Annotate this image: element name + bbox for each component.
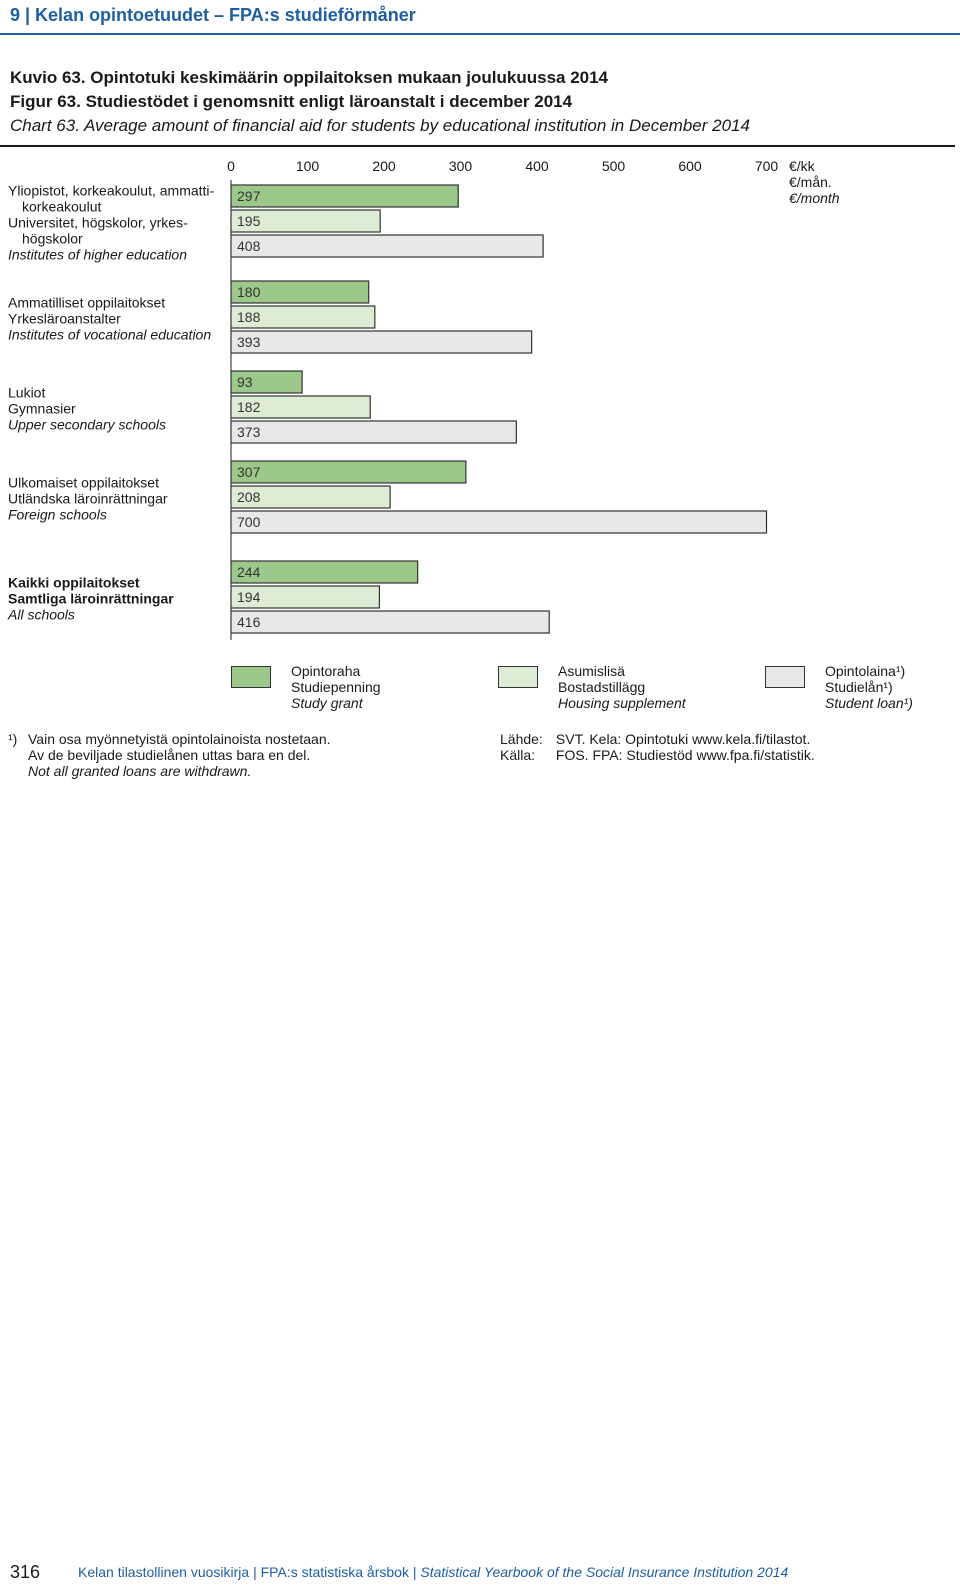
chart-legend: Opintoraha Studiepenning Study grant Asu… bbox=[0, 663, 960, 723]
bar bbox=[230, 420, 517, 444]
footer-text-fi-sv: Kelan tilastollinen vuosikirja | FPA:s s… bbox=[78, 1564, 421, 1580]
bar-value-label: 700 bbox=[237, 514, 261, 530]
bar-value-label: 180 bbox=[237, 284, 261, 300]
bar bbox=[230, 234, 544, 258]
bar-value-label: 297 bbox=[237, 188, 261, 204]
category-label: Kaikki oppilaitokset bbox=[8, 575, 140, 591]
chart-title-fi: Kuvio 63. Opintotuki keskimäärin oppilai… bbox=[10, 68, 609, 87]
chart-title-sv: Figur 63. Studiestödet i genomsnitt enli… bbox=[10, 92, 573, 111]
page-header: 9 | Kelan opintoetuudet – FPA:s studiefö… bbox=[0, 0, 960, 35]
legend-swatch-student-loan bbox=[765, 666, 805, 688]
category-label: Institutes of vocational education bbox=[8, 327, 211, 343]
footnote-en: Not all granted loans are withdrawn. bbox=[28, 763, 252, 779]
legend-swatch-housing-supplement bbox=[498, 666, 538, 688]
category-label: Yrkesläroanstalter bbox=[8, 311, 121, 327]
footnote-fi: Vain osa myönnetyistä opintolainoista no… bbox=[28, 731, 331, 747]
bar bbox=[230, 370, 303, 394]
bar bbox=[230, 585, 381, 609]
unit-label: €/month bbox=[789, 190, 840, 206]
bar bbox=[230, 510, 768, 534]
bar bbox=[230, 184, 459, 208]
bar-value-label: 244 bbox=[237, 564, 261, 580]
bar bbox=[230, 460, 467, 484]
footnote-mark: ¹) bbox=[8, 731, 18, 747]
source-value-sv: FOS. FPA: Studiestöd www.fpa.fi/statisti… bbox=[555, 747, 815, 763]
footer-text: Kelan tilastollinen vuosikirja | FPA:s s… bbox=[78, 1564, 788, 1580]
bar-value-label: 182 bbox=[237, 399, 261, 415]
x-tick-label: 300 bbox=[449, 158, 473, 174]
source-note: Lähde: SVT. Kela: Opintotuki www.kela.fi… bbox=[500, 731, 815, 763]
x-tick-label: 400 bbox=[525, 158, 549, 174]
footer-text-en: Statistical Yearbook of the Social Insur… bbox=[420, 1564, 789, 1580]
bar-value-label: 93 bbox=[237, 374, 253, 390]
page-number: 316 bbox=[10, 1562, 41, 1582]
category-label: Yliopistot, korkeakoulut, ammatti- bbox=[8, 183, 215, 199]
legend-label-fi: Opintoraha bbox=[291, 663, 361, 679]
unit-label: €/kk bbox=[789, 158, 816, 174]
bar-value-label: 408 bbox=[237, 238, 261, 254]
category-label: Ammatilliset oppilaitokset bbox=[8, 295, 165, 311]
footnote-sv: Av de beviljade studielånen uttas bara e… bbox=[28, 747, 311, 763]
x-tick-label: 700 bbox=[755, 158, 779, 174]
source-value-fi: SVT. Kela: Opintotuki www.kela.fi/tilast… bbox=[555, 731, 811, 747]
category-label: Upper secondary schools bbox=[8, 417, 166, 433]
legend-label-sv: Studiepenning bbox=[291, 679, 381, 695]
page-footer: 316 Kelan tilastollinen vuosikirja | FPA… bbox=[0, 1556, 960, 1589]
bar-value-label: 307 bbox=[237, 464, 261, 480]
bar bbox=[230, 610, 550, 634]
unit-label: €/mån. bbox=[789, 174, 832, 190]
bar-value-label: 208 bbox=[237, 489, 261, 505]
title-divider bbox=[0, 145, 955, 147]
legend-label-sv: Studielån¹) bbox=[825, 679, 893, 695]
x-tick-label: 200 bbox=[372, 158, 396, 174]
bar bbox=[230, 305, 376, 329]
bar bbox=[230, 485, 391, 509]
x-tick-label: 500 bbox=[602, 158, 626, 174]
legend-label-en: Study grant bbox=[291, 695, 363, 711]
legend-label-fi: Opintolaina¹) bbox=[825, 663, 906, 679]
bar-value-label: 194 bbox=[237, 589, 261, 605]
bar bbox=[230, 330, 533, 354]
category-label: Lukiot bbox=[8, 385, 45, 401]
category-label: Utländska läroinrättningar bbox=[8, 491, 168, 507]
bar bbox=[230, 209, 381, 233]
bar-value-label: 373 bbox=[237, 424, 261, 440]
category-label: korkeakoulut bbox=[22, 199, 101, 215]
bar-value-label: 393 bbox=[237, 334, 261, 350]
x-tick-label: 100 bbox=[296, 158, 320, 174]
source-key-sv: Källa: bbox=[500, 747, 536, 763]
legend-swatch-study-grant bbox=[231, 666, 271, 688]
legend-label-en: Housing supplement bbox=[558, 695, 686, 711]
category-label: All schools bbox=[7, 607, 75, 623]
legend-label-fi: Asumislisä bbox=[558, 663, 625, 679]
section-title: 9 | Kelan opintoetuudet – FPA:s studiefö… bbox=[10, 5, 416, 25]
category-label: Samtliga läroinrättningar bbox=[8, 591, 174, 607]
source-key-fi: Lähde: bbox=[500, 731, 543, 747]
legend-label-en: Student loan¹) bbox=[825, 695, 913, 711]
bar-value-label: 195 bbox=[237, 213, 261, 229]
bar bbox=[230, 280, 370, 304]
bar bbox=[230, 560, 419, 584]
chart-titles: Kuvio 63. Opintotuki keskimäärin oppilai… bbox=[10, 66, 950, 138]
category-label: Institutes of higher education bbox=[8, 247, 187, 263]
category-label: Gymnasier bbox=[8, 401, 76, 417]
legend-label-sv: Bostadstillägg bbox=[558, 679, 646, 695]
category-label: Ulkomaiset oppilaitokset bbox=[8, 475, 159, 491]
bar bbox=[230, 395, 371, 419]
x-tick-label: 0 bbox=[227, 158, 235, 174]
bar-chart: 0 100 200 300 400 500 600 700 €/kk€/mån.€/month Y… bbox=[7, 158, 840, 640]
category-label: Universitet, högskolor, yrkes- bbox=[8, 215, 188, 231]
category-label: Foreign schools bbox=[8, 507, 107, 523]
x-tick-label: 600 bbox=[678, 158, 702, 174]
chart-title-en: Chart 63. Average amount of financial ai… bbox=[10, 116, 750, 135]
bar-value-label: 188 bbox=[237, 309, 261, 325]
category-label: högskolor bbox=[22, 231, 83, 247]
bar-value-label: 416 bbox=[237, 614, 261, 630]
